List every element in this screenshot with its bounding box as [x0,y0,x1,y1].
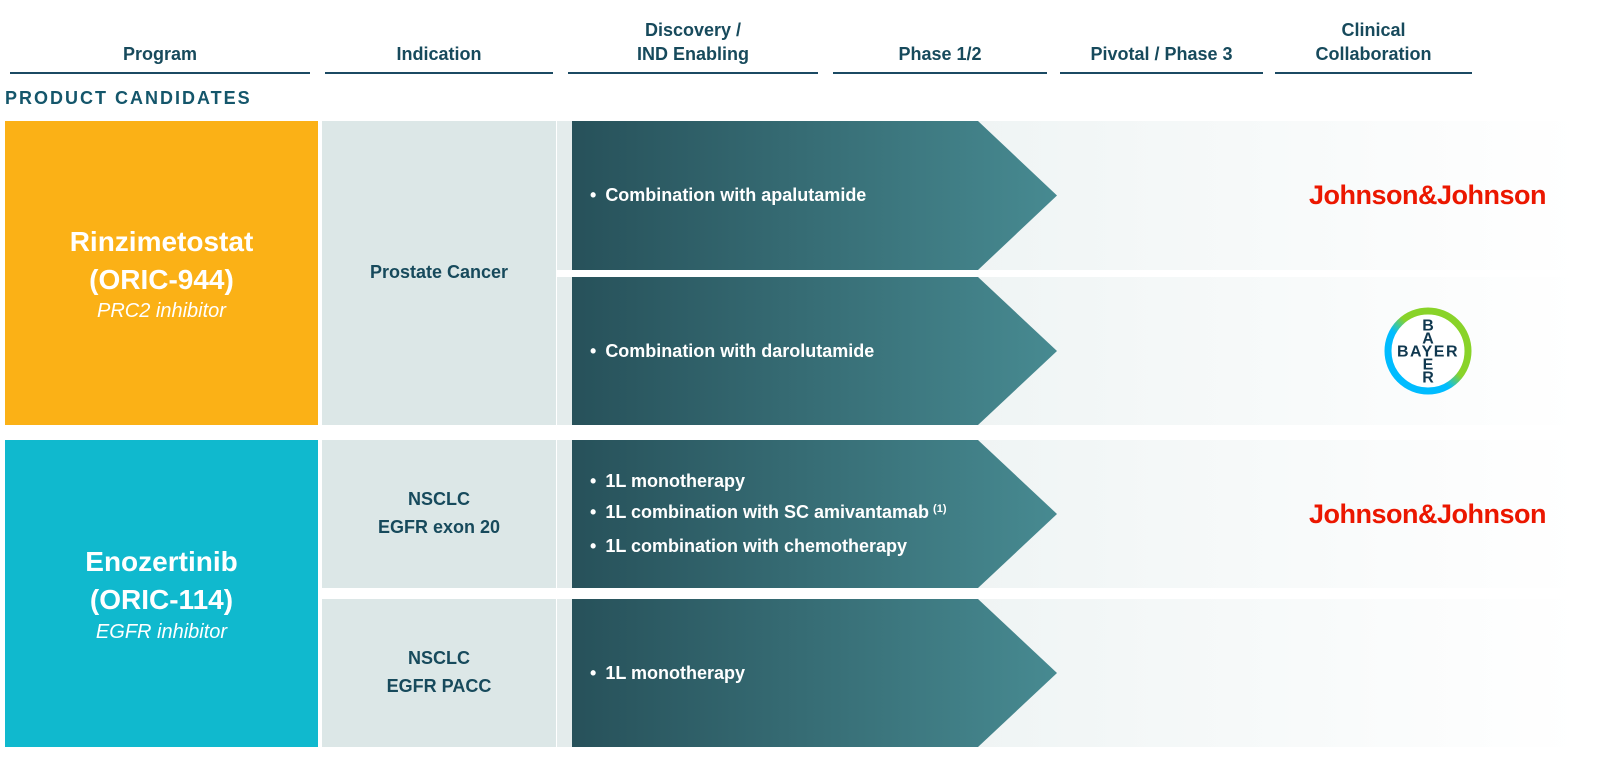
column-header-clinical-collaboration: Clinical Collaboration [1275,0,1472,74]
indication-label: Prostate Cancer [369,262,509,283]
column-header-label: IND Enabling [637,43,749,64]
bayer-vertical-letter: A [1422,331,1434,348]
bullet-icon: • [590,185,597,205]
arrow-bullet-text: 1L monotherapy [605,471,746,491]
johnson-and-johnson-logo: Johnson&Johnson [1309,498,1547,529]
arrow-bullet: • 1L combination with SC amivantamab (1) [590,497,1057,531]
indication-label-line1: NSCLC [408,489,470,510]
arrow-bullet-text: Combination with apalutamide [605,185,867,205]
indication-cell-nsclc-egfr-exon20: NSCLC EGFR exon 20 [322,440,556,588]
phase-arrow-nsclc-pacc: • 1L monotherapy [572,599,1057,747]
arrow-bullet-text: 1L monotherapy [605,662,746,683]
indication-label-line2: EGFR PACC [386,676,492,696]
section-label-product-candidates: PRODUCT CANDIDATES [5,88,252,108]
bullet-icon: • [590,536,597,556]
program-name-line2: (ORIC-944) [89,263,234,295]
indication-label-line1: NSCLC [408,648,470,669]
bullet-icon: • [590,471,597,491]
program-name-line1: Rinzimetostat [69,225,254,257]
arrow-bullet: • 1L combination with chemotherapy [590,531,1057,562]
phase-arrow-apalutamide: • Combination with apalutamide [572,121,1057,270]
program-name-line1: Enozertinib [85,546,238,578]
column-header-label: Pivotal / Phase 3 [1090,43,1233,64]
bullet-icon: • [590,662,597,683]
column-header-phase-1-2: Phase 1/2 [833,0,1047,74]
collaboration-cell: Johnson&Johnson [1275,121,1580,270]
pipeline-row-nsclc-exon20: • 1L monotherapy • 1L combination with S… [557,440,1580,588]
bayer-vertical-letter: R [1422,370,1434,387]
indication-label-line2: EGFR exon 20 [377,517,501,537]
bayer-logo: B A BAYER E R [1384,307,1471,395]
column-header-indication: Indication [325,0,553,74]
program-subtitle: EGFR inhibitor [95,620,228,643]
program-name-line2: (ORIC-114) [89,584,234,615]
column-header-label: Phase 1/2 [898,43,982,64]
column-header-label: Program [122,43,198,64]
pipeline-row-nsclc-pacc: • 1L monotherapy [557,599,1580,747]
bayer-ring-icon [1384,307,1471,395]
bayer-vertical-letter: E [1422,357,1433,374]
program-subtitle: PRC2 inhibitor [97,300,226,323]
column-header-label: Indication [396,43,482,64]
footnote-superscript: (1) [933,503,947,515]
column-header-label: Discovery / [644,20,742,41]
bayer-vertical-letter: B [1422,318,1434,335]
pipeline-row-apalutamide: • Combination with apalutamide Johnson&J… [557,121,1580,270]
pipeline-row-darolutamide: • Combination with darolutamide B A [557,277,1580,425]
bayer-horizontal-word: BAYER [1396,344,1458,361]
column-header-program: Program [10,0,310,74]
bullet-icon: • [590,502,597,522]
column-header-discovery-ind-enabling: Discovery / IND Enabling [568,0,818,74]
collaboration-cell: Johnson&Johnson [1275,440,1580,588]
column-header-label: Collaboration [1315,43,1432,64]
column-header-label: Clinical [1341,20,1406,41]
phase-arrow-darolutamide: • Combination with darolutamide [572,277,1057,425]
arrow-bullet-text: 1L combination with chemotherapy [605,536,908,556]
program-box-enozertinib: Enozertinib (ORIC-114) EGFR inhibitor [5,440,318,747]
program-box-rinzimetostat: Rinzimetostat (ORIC-944) PRC2 inhibitor [5,121,318,425]
program-name: Enozertinib (ORIC-114) [85,543,237,619]
arrow-bullet-text: 1L combination with SC amivantamab [605,502,930,522]
bullet-icon: • [590,340,597,361]
arrow-bullet-text: Combination with darolutamide [605,340,875,361]
phase-arrow-nsclc-exon20: • 1L monotherapy • 1L combination with S… [572,440,1057,588]
column-header-pivotal-phase-3: Pivotal / Phase 3 [1060,0,1263,74]
program-name: Rinzimetostat (ORIC-944) [70,223,254,299]
arrow-bullet: • Combination with apalutamide [590,180,1057,211]
indication-cell-nsclc-egfr-pacc: NSCLC EGFR PACC [322,599,556,747]
indication-cell-prostate-cancer: Prostate Cancer [322,121,556,425]
johnson-and-johnson-logo: Johnson&Johnson [1309,180,1547,210]
arrow-bullet: • 1L monotherapy [590,658,1057,689]
collaboration-cell: B A BAYER E R [1275,277,1580,425]
arrow-bullet: • 1L monotherapy [590,466,1057,497]
arrow-bullet: • Combination with darolutamide [590,336,1057,367]
